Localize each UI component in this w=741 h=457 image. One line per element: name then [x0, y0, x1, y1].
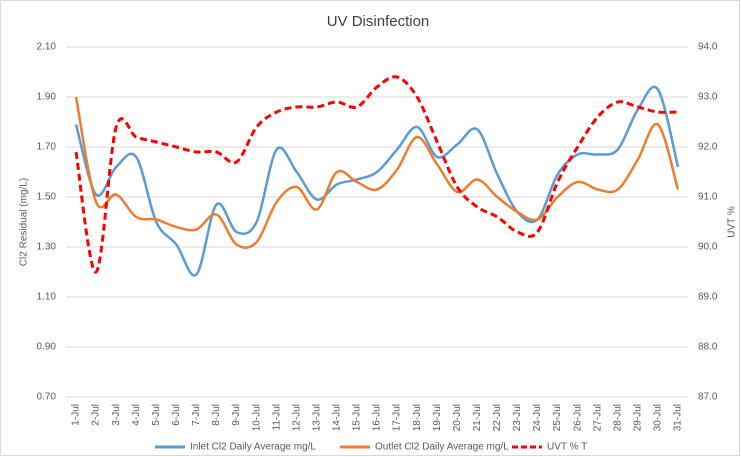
series-line	[74, 96, 680, 249]
x-tick-label: 6-Jul	[171, 404, 182, 426]
y2-tick-label: 94.0	[698, 42, 718, 53]
x-tick-label: 11-Jul	[271, 404, 282, 431]
x-tick-label: 25-Jul	[552, 404, 563, 431]
x-tick-label: 5-Jul	[151, 404, 162, 426]
x-tick-label: 22-Jul	[492, 404, 503, 431]
x-tick-label: 31-Jul	[673, 404, 684, 431]
x-tick-label: 7-Jul	[191, 404, 202, 426]
x-tick-label: 2-Jul	[91, 404, 102, 426]
y-tick-label: 1.50	[37, 192, 57, 203]
x-tick-label: 19-Jul	[432, 404, 443, 431]
x-tick-label: 8-Jul	[211, 404, 222, 426]
legend-label: Outlet Cl2 Daily Average mg/L	[375, 442, 509, 453]
x-tick-label: 24-Jul	[532, 404, 543, 431]
x-tick-label: 15-Jul	[352, 404, 363, 431]
legend-label: Inlet Cl2 Daily Average mg/L	[190, 442, 316, 453]
x-tick-label: 28-Jul	[612, 404, 623, 431]
x-tick-label: 10-Jul	[251, 404, 262, 431]
x-tick-label: 9-Jul	[231, 404, 242, 426]
y-tick-label: 0.70	[37, 392, 57, 403]
x-tick-label: 14-Jul	[332, 404, 343, 431]
y-tick-label: 1.30	[37, 242, 57, 253]
y2-tick-label: 91.0	[698, 192, 718, 203]
x-tick-label: 23-Jul	[512, 404, 523, 431]
y-axis-title: Cl2 Residual (mg/L)	[19, 178, 30, 266]
y-tick-label: 0.90	[37, 342, 57, 353]
y2-tick-label: 93.0	[698, 92, 718, 103]
y-tick-label: 1.70	[37, 142, 57, 153]
x-tick-label: 21-Jul	[472, 404, 483, 431]
x-tick-label: 18-Jul	[412, 404, 423, 431]
x-tick-label: 29-Jul	[632, 404, 643, 431]
chart-title: UV Disinfection	[327, 13, 430, 30]
x-tick-label: 26-Jul	[572, 404, 583, 431]
y2-tick-label: 89.0	[698, 292, 718, 303]
x-tick-label: 3-Jul	[111, 404, 122, 426]
x-tick-label: 16-Jul	[372, 404, 383, 431]
y2-tick-label: 88.0	[698, 342, 718, 353]
y2-axis-title: UVT %	[727, 206, 738, 238]
y-tick-label: 1.10	[37, 292, 57, 303]
y2-tick-label: 92.0	[698, 142, 718, 153]
x-tick-label: 1-Jul	[71, 404, 82, 426]
series-line	[74, 75, 678, 274]
x-tick-label: 27-Jul	[592, 404, 603, 431]
y2-tick-label: 87.0	[698, 392, 718, 403]
x-tick-label: 30-Jul	[653, 404, 664, 431]
x-tick-label: 12-Jul	[291, 404, 302, 431]
series-line	[74, 85, 680, 277]
legend-label: UVT % T	[547, 442, 587, 453]
x-tick-label: 4-Jul	[131, 404, 142, 426]
x-tick-label: 13-Jul	[311, 404, 322, 431]
x-tick-label: 17-Jul	[392, 404, 403, 431]
x-tick-label: 20-Jul	[452, 404, 463, 431]
y2-tick-label: 90.0	[698, 242, 718, 253]
y-tick-label: 1.90	[37, 92, 57, 103]
y-tick-label: 2.10	[37, 42, 57, 53]
